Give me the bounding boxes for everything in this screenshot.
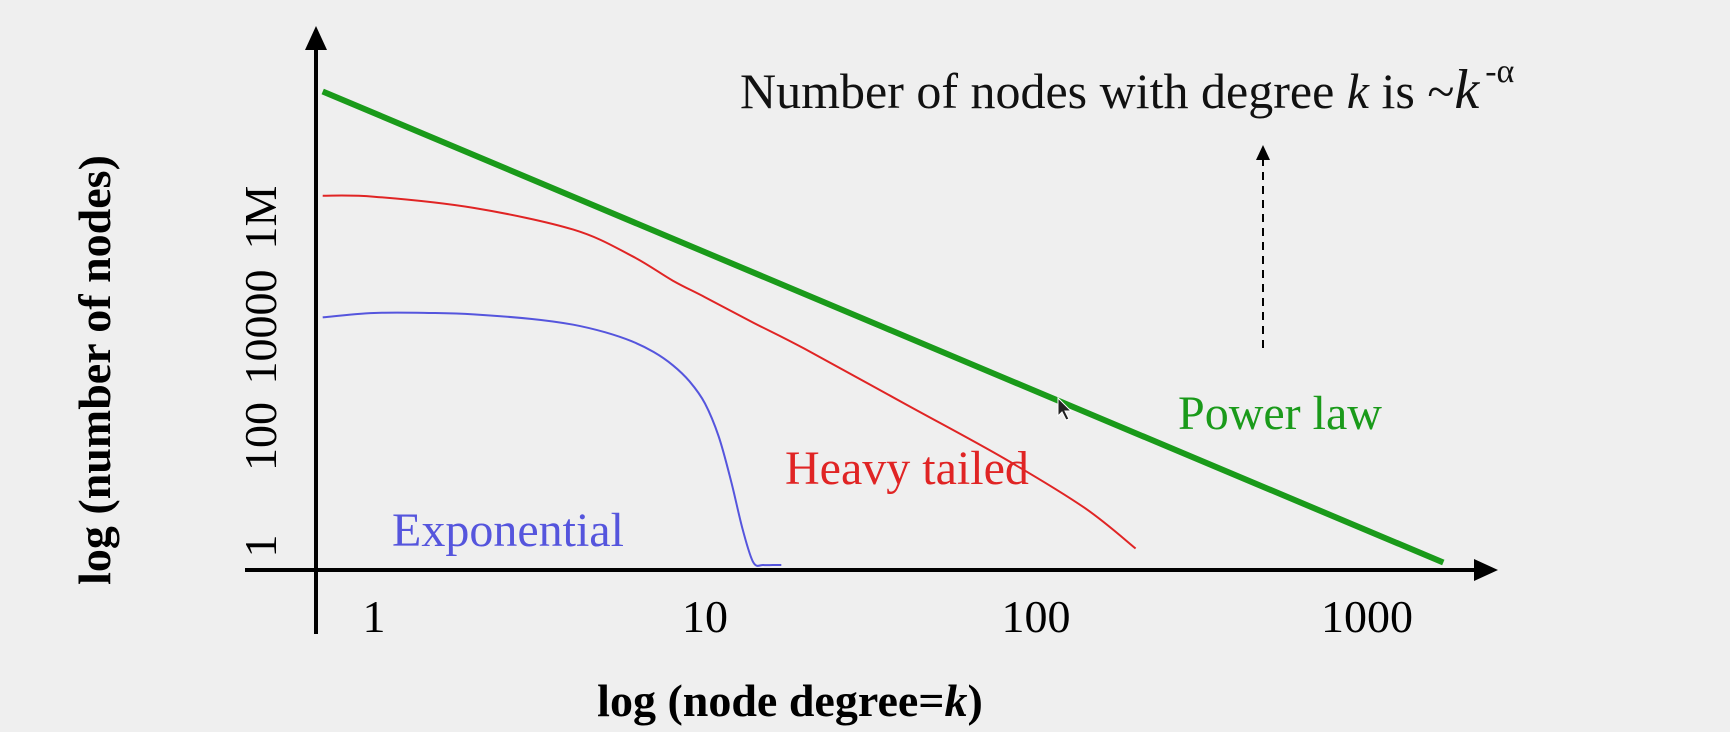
x-tick-label-10: 10 (682, 591, 728, 642)
series-label-exponential: Exponential (392, 504, 624, 557)
y-axis-title: log (number of nodes) (69, 155, 120, 585)
y-tick-labels: 1 100 10000 1M (235, 186, 286, 558)
y-tick-label-1: 1 (235, 535, 286, 558)
annotation-arrowhead (1256, 145, 1270, 160)
x-tick-labels: 1 10 100 1000 (363, 591, 1414, 642)
mouse-cursor-icon (1057, 396, 1073, 421)
annotation-text: Number of nodes with degree k is ~k -α (740, 53, 1515, 121)
y-axis-arrowhead (305, 26, 327, 50)
series-line-power-law (321, 88, 1445, 566)
series-line-exponential (322, 311, 782, 567)
series-label-power-law: Power law (1178, 387, 1382, 440)
series-line-heavy-tailed (322, 194, 1137, 550)
y-tick-label-1M: 1M (235, 186, 286, 250)
annotation-base: k (1454, 59, 1480, 121)
x-axis-arrowhead (1474, 559, 1498, 581)
y-tick-label-100: 100 (235, 402, 286, 471)
annotation-middle: is ~ (1369, 63, 1454, 119)
y-tick-label-10000: 10000 (235, 270, 286, 385)
x-tick-label-1: 1 (363, 591, 386, 642)
x-tick-label-1000: 1000 (1321, 591, 1413, 642)
x-axis-title-suffix: ) (968, 675, 983, 726)
annotation-prefix: Number of nodes with degree (740, 63, 1347, 119)
x-axis-title-prefix: log (node degree= (597, 675, 944, 726)
x-axis-title-var: k (945, 675, 968, 726)
annotation-var: k (1347, 63, 1370, 119)
x-axis-title: log (node degree=k) (597, 675, 983, 726)
x-tick-label-100: 100 (1002, 591, 1071, 642)
annotation-exponent: -α (1485, 53, 1514, 90)
series-label-heavy-tailed: Heavy tailed (785, 442, 1029, 495)
series-layer (321, 88, 1445, 567)
